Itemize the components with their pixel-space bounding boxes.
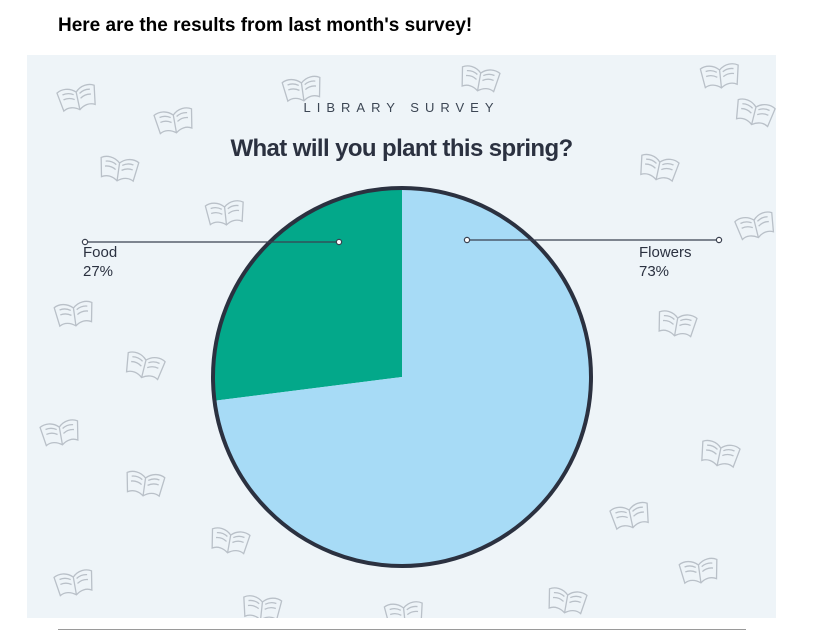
open-book-icon (281, 75, 321, 103)
intro-text: Here are the results from last month's s… (58, 15, 473, 36)
open-book-icon (211, 527, 251, 555)
open-book-icon (125, 351, 166, 381)
open-book-icon (153, 107, 193, 135)
data-label-flowers-name: Flowers (639, 244, 692, 261)
leader-dot-food (81, 238, 89, 246)
chart-title: What will you plant this spring? (230, 135, 573, 162)
open-book-icon (609, 501, 649, 531)
open-book-icon (383, 601, 423, 618)
pie-slice-flowers (214, 188, 591, 566)
open-book-icon (53, 569, 93, 597)
open-book-icon (678, 557, 718, 585)
open-book-icon (548, 587, 588, 615)
open-book-icon (699, 63, 739, 89)
leader-dot-food (335, 238, 343, 246)
open-book-icon (39, 419, 79, 447)
open-book-icon (126, 470, 166, 498)
leader-dot-flowers (715, 236, 723, 244)
pie-slice-food (213, 188, 402, 401)
book-pattern (39, 63, 776, 618)
data-label-food-name: Food (83, 244, 118, 261)
data-label-flowers-value: 73% (639, 263, 670, 280)
open-book-icon (53, 300, 93, 328)
open-book-icon (658, 310, 698, 338)
open-book-icon (243, 595, 283, 618)
open-book-icon (734, 211, 775, 241)
open-book-icon (640, 153, 680, 183)
data-label-flowers: Flowers 73% (639, 243, 692, 281)
pie-outline (211, 186, 593, 568)
pie-chart (81, 186, 723, 568)
open-book-icon (56, 83, 96, 113)
open-book-icon (461, 65, 501, 93)
leader-dot-flowers (463, 236, 471, 244)
open-book-icon (735, 98, 776, 128)
survey-kicker: LIBRARY SURVEY (303, 100, 500, 115)
open-book-icon (701, 439, 741, 469)
open-book-icon (204, 200, 244, 226)
data-label-food: Food 27% (83, 243, 117, 281)
open-book-icon (100, 155, 140, 183)
data-label-food-value: 27% (83, 263, 114, 280)
divider-line (58, 629, 746, 630)
survey-card: LIBRARY SURVEY What will you plant this … (27, 55, 776, 618)
